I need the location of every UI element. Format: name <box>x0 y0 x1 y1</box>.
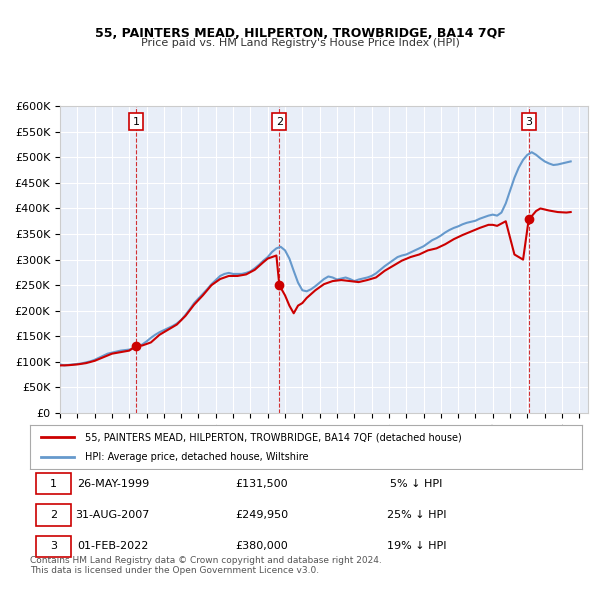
Text: 1: 1 <box>50 478 57 489</box>
FancyBboxPatch shape <box>35 504 71 526</box>
Text: £380,000: £380,000 <box>235 541 288 551</box>
Text: 2: 2 <box>276 117 283 126</box>
FancyBboxPatch shape <box>35 473 71 494</box>
Text: 19% ↓ HPI: 19% ↓ HPI <box>386 541 446 551</box>
Text: 1: 1 <box>133 117 140 126</box>
Text: 25% ↓ HPI: 25% ↓ HPI <box>386 510 446 520</box>
Text: Price paid vs. HM Land Registry's House Price Index (HPI): Price paid vs. HM Land Registry's House … <box>140 38 460 48</box>
Text: HPI: Average price, detached house, Wiltshire: HPI: Average price, detached house, Wilt… <box>85 452 309 461</box>
Text: £249,950: £249,950 <box>235 510 289 520</box>
Text: 2: 2 <box>50 510 57 520</box>
Text: £131,500: £131,500 <box>236 478 288 489</box>
FancyBboxPatch shape <box>35 536 71 557</box>
Text: 3: 3 <box>50 541 57 551</box>
Text: 55, PAINTERS MEAD, HILPERTON, TROWBRIDGE, BA14 7QF: 55, PAINTERS MEAD, HILPERTON, TROWBRIDGE… <box>95 27 505 40</box>
Text: 55, PAINTERS MEAD, HILPERTON, TROWBRIDGE, BA14 7QF (detached house): 55, PAINTERS MEAD, HILPERTON, TROWBRIDGE… <box>85 432 462 442</box>
Text: 01-FEB-2022: 01-FEB-2022 <box>77 541 148 551</box>
Text: 31-AUG-2007: 31-AUG-2007 <box>76 510 150 520</box>
Text: 5% ↓ HPI: 5% ↓ HPI <box>390 478 443 489</box>
Text: Contains HM Land Registry data © Crown copyright and database right 2024.
This d: Contains HM Land Registry data © Crown c… <box>30 556 382 575</box>
Text: 3: 3 <box>525 117 532 126</box>
Text: 26-MAY-1999: 26-MAY-1999 <box>77 478 149 489</box>
